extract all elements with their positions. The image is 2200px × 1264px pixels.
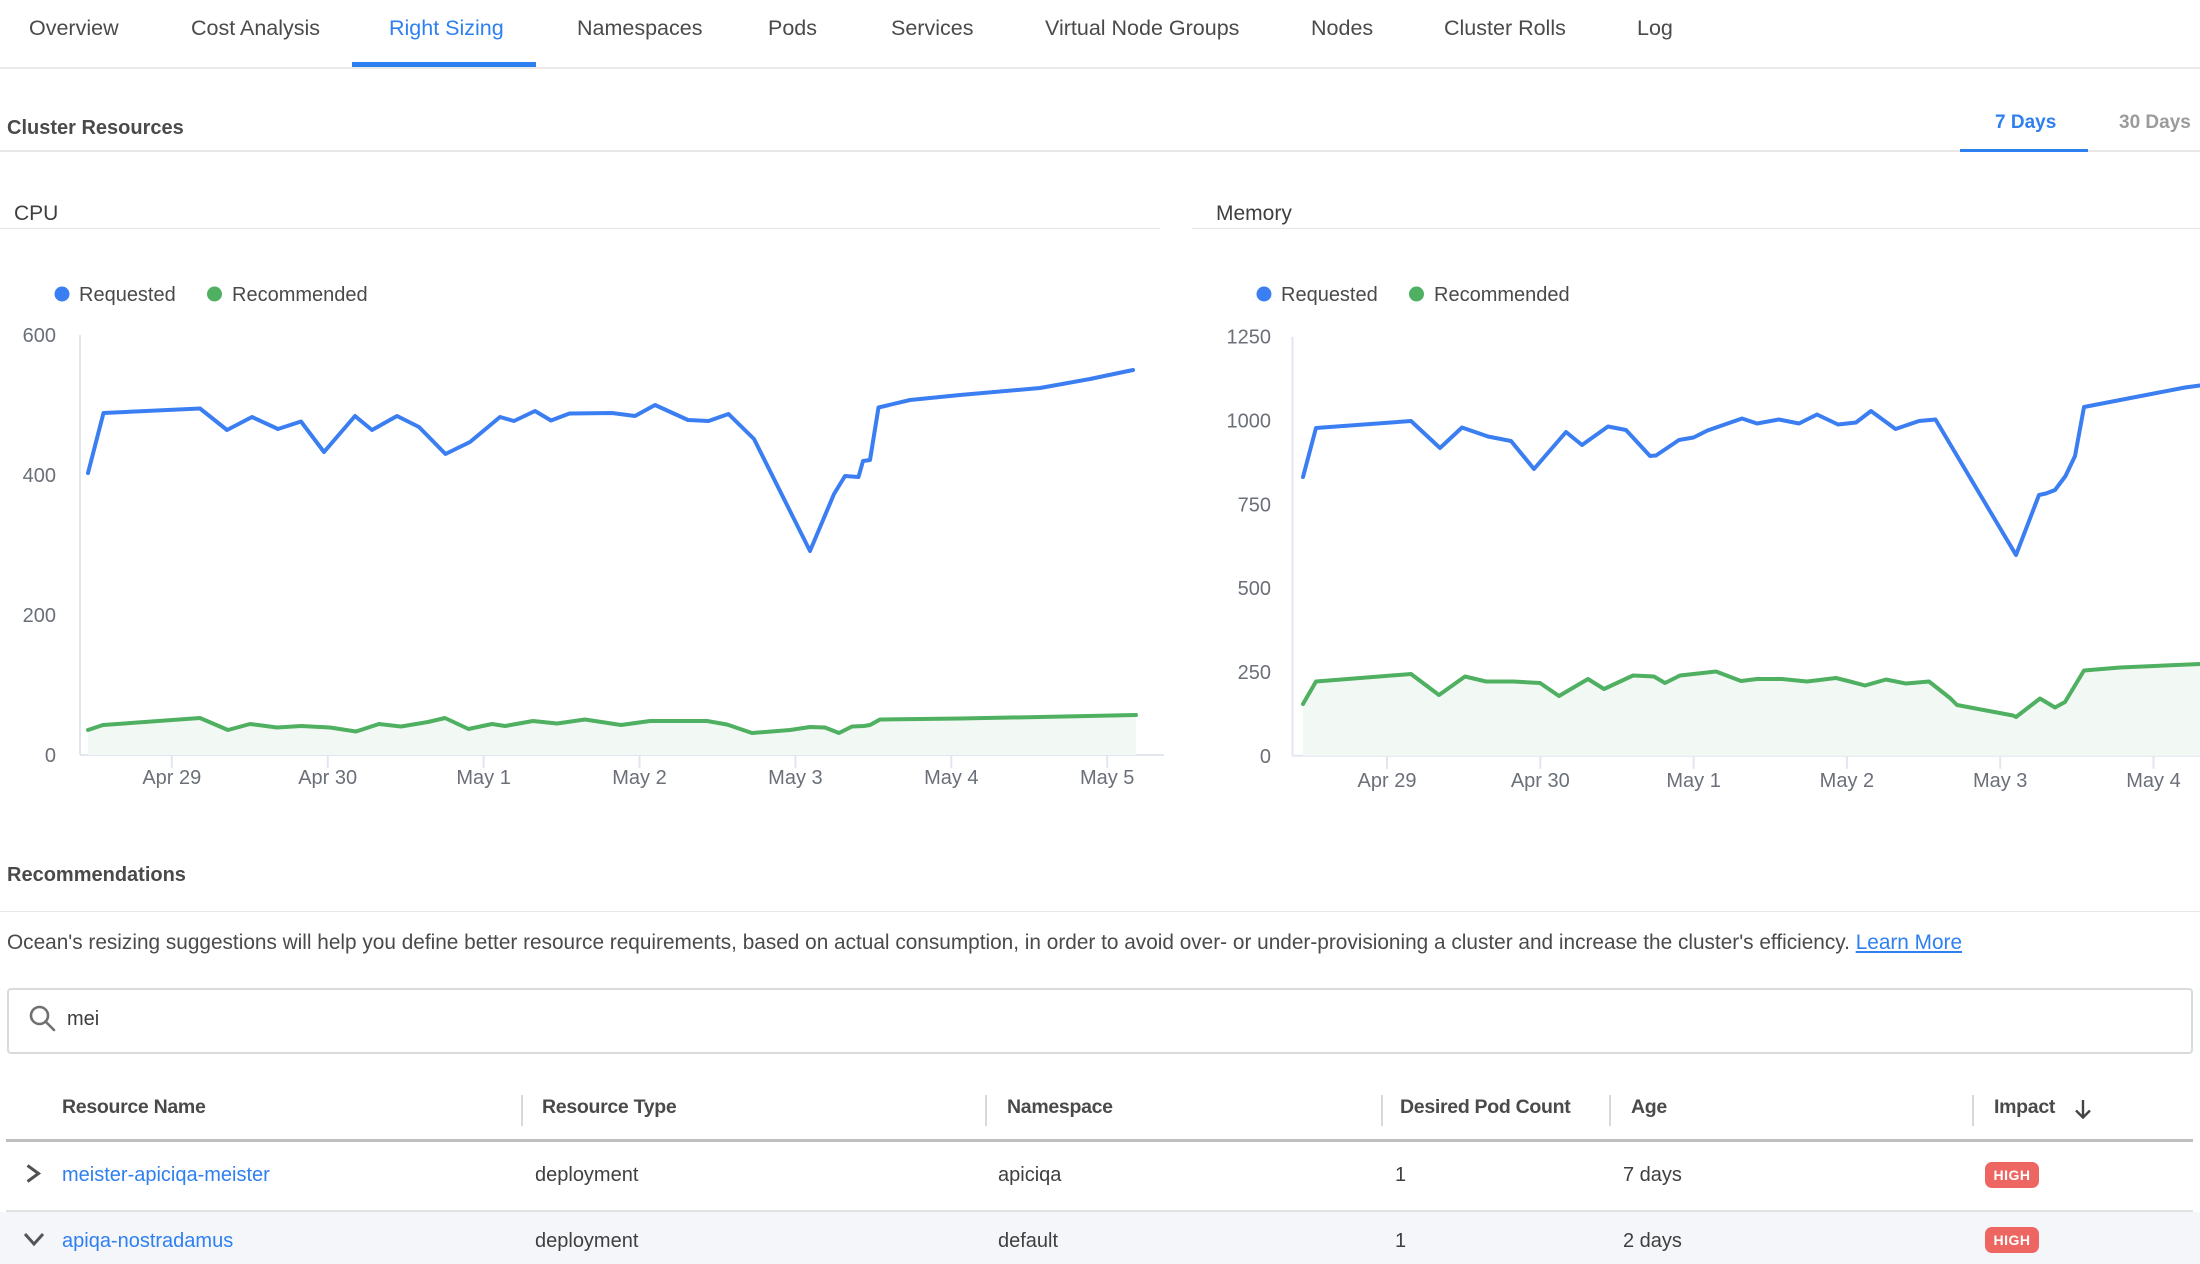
svg-text:Requested: Requested (1281, 284, 1378, 306)
svg-text:1000: 1000 (1227, 411, 1272, 433)
svg-text:May 3: May 3 (768, 767, 822, 789)
svg-text:Requested: Requested (79, 284, 176, 306)
svg-text:0: 0 (1260, 746, 1271, 768)
svg-text:Apr 29: Apr 29 (142, 767, 201, 789)
svg-text:Apr 30: Apr 30 (1511, 770, 1570, 792)
svg-text:May 4: May 4 (2126, 770, 2180, 792)
svg-text:Recommended: Recommended (1434, 284, 1570, 306)
svg-text:May 2: May 2 (1820, 770, 1874, 792)
svg-text:May 1: May 1 (456, 767, 510, 789)
svg-text:0: 0 (45, 745, 56, 767)
svg-text:Apr 29: Apr 29 (1358, 770, 1417, 792)
svg-text:600: 600 (23, 325, 56, 347)
svg-text:May 4: May 4 (924, 767, 978, 789)
svg-text:May 2: May 2 (612, 767, 666, 789)
svg-text:500: 500 (1238, 578, 1271, 600)
svg-text:Apr 30: Apr 30 (298, 767, 357, 789)
svg-text:250: 250 (1238, 662, 1271, 684)
svg-text:May 3: May 3 (1973, 770, 2027, 792)
svg-text:750: 750 (1238, 494, 1271, 516)
svg-text:1250: 1250 (1227, 327, 1272, 349)
svg-text:200: 200 (23, 605, 56, 627)
svg-text:Recommended: Recommended (232, 284, 368, 306)
svg-text:400: 400 (23, 465, 56, 487)
svg-text:May 5: May 5 (1080, 767, 1134, 789)
svg-text:May 1: May 1 (1666, 770, 1720, 792)
